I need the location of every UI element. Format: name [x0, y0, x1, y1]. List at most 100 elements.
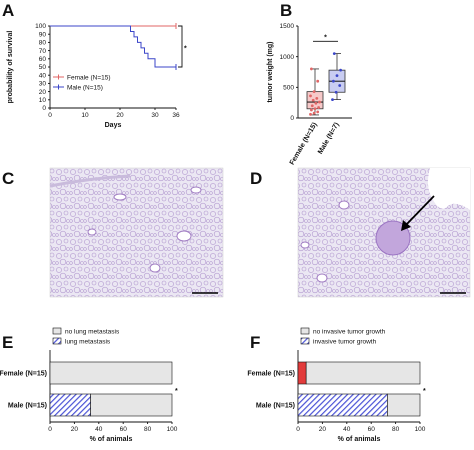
y-tick-label-a: 90: [39, 31, 47, 38]
category-label-b: Male (N=7): [317, 122, 341, 156]
data-point-b: [313, 107, 317, 111]
x-tick-label-e: 60: [120, 426, 128, 433]
y-tick-label-a: 70: [39, 48, 47, 55]
x-axis-label-f: % of animals: [338, 436, 381, 443]
data-point-b: [310, 108, 313, 112]
significance-star-f: *: [423, 388, 426, 395]
x-tick-label-e: 100: [167, 426, 178, 433]
data-point-b: [332, 79, 335, 83]
y-tick-label-a: 80: [39, 40, 47, 47]
y-tick-label-a: 10: [39, 97, 47, 104]
y-tick-label-a: 0: [42, 105, 46, 112]
panel-letter-e: E: [2, 333, 13, 352]
y-axis-label-b: tumor weight (mg): [267, 41, 274, 102]
metastasis-chart: 0 20 40 60 80 100 % of animals no lung metastas…: [0, 327, 178, 443]
survival-line-male: [50, 25, 176, 68]
y-axis-label-a: probability of survival: [7, 31, 14, 104]
data-point-b: [312, 111, 316, 115]
x-tick-label-f: 80: [392, 426, 400, 433]
bar-segment-e: [49, 361, 173, 385]
legend-label-e: no lung metastasis: [65, 329, 120, 336]
legend-label-f: no invasive tumor growth: [313, 329, 386, 336]
data-point-b: [338, 84, 342, 87]
x-tick-label-f: 20: [319, 426, 327, 433]
legend-swatch-f: [300, 327, 310, 335]
x-tick-label-a: 20: [116, 112, 124, 119]
panel-letter-a: A: [2, 1, 14, 20]
x-tick-label-f: 40: [343, 426, 351, 433]
x-tick-label-f: 0: [296, 426, 300, 433]
y-tick-label-a: 30: [39, 81, 47, 88]
data-point-b: [316, 110, 320, 114]
micrograph-c-vessel: [176, 230, 192, 242]
bar-segment-f: [387, 393, 421, 417]
data-point-b: [318, 100, 321, 104]
data-point-b: [316, 79, 320, 83]
legend-label-e: lung metastasis: [65, 339, 111, 346]
category-label-b: Female (N=15): [289, 122, 319, 167]
panel-letter-c: C: [2, 169, 14, 188]
arrow-d-shaft: [404, 195, 435, 227]
y-tick-label-a: 50: [39, 64, 47, 71]
micrograph-d-vessel: [316, 273, 328, 283]
micrograph-c: [49, 167, 224, 298]
significance-star-e: *: [175, 388, 178, 395]
y-tick-label-b: 1000: [280, 54, 295, 61]
legend-label-a: Male (N=15): [67, 84, 103, 91]
data-point-b: [339, 68, 342, 72]
x-tick-label-a: 0: [48, 112, 52, 119]
significance-star-a: *: [184, 46, 187, 53]
data-point-b: [309, 94, 312, 98]
x-tick-label-e: 20: [71, 426, 79, 433]
legend-label-f: invasive tumor growth: [313, 339, 377, 346]
x-axis-label-e: % of animals: [90, 436, 133, 443]
micrograph-d: [297, 167, 471, 298]
box-female: [306, 91, 324, 110]
invasive-growth-chart: 0 20 40 60 80 100 % of animals no invasive tumo…: [247, 327, 426, 443]
legend-label-a: Female (N=15): [67, 74, 111, 81]
data-point-b: [315, 96, 319, 100]
y-tick-label-b: 0: [290, 115, 294, 122]
data-point-b: [311, 98, 315, 102]
y-tick-label-a: 40: [39, 72, 47, 79]
x-tick-label-a: 36: [172, 112, 180, 119]
bar-segment-e: [90, 393, 173, 417]
legend-swatch-f: [300, 337, 310, 345]
data-point-b: [312, 90, 316, 94]
legend-swatch-e: [52, 327, 62, 335]
x-tick-label-f: 60: [368, 426, 376, 433]
row-label-f: Male (N=15): [256, 403, 295, 410]
data-point-b: [332, 52, 336, 55]
panel-letter-b: B: [280, 1, 292, 20]
data-point-b: [334, 90, 338, 94]
x-tick-label-a: 10: [81, 112, 89, 119]
data-point-b: [314, 101, 318, 105]
significance-bracket-a: [178, 25, 183, 68]
x-tick-label-e: 0: [48, 426, 52, 433]
x-tick-label-f: 100: [415, 426, 426, 433]
data-point-b: [331, 98, 334, 101]
micrograph-c-vessel: [87, 228, 97, 236]
micrograph-c-vessel: [149, 263, 161, 273]
x-axis-label-a: Days: [105, 122, 122, 129]
x-tick-label-e: 80: [144, 426, 152, 433]
bar-segment-f: [297, 361, 307, 385]
micrograph-c-vessel: [113, 193, 127, 201]
y-tick-label-b: 500: [283, 85, 294, 92]
bar-segment-e: [49, 393, 91, 417]
row-label-e: Male (N=15): [8, 403, 47, 410]
panel-letter-d: D: [250, 169, 262, 188]
row-label-f: Female (N=15): [247, 371, 295, 378]
y-tick-label-a: 100: [35, 23, 46, 30]
data-point-b: [310, 67, 313, 71]
arrow-d-head: [401, 220, 411, 231]
micrograph-d-vessel: [300, 241, 310, 249]
y-tick-label-a: 60: [39, 56, 47, 63]
x-tick-label-a: 30: [151, 112, 159, 119]
micrograph-d-vessel: [338, 200, 350, 210]
data-point-b: [335, 74, 339, 78]
row-label-e: Female (N=15): [0, 371, 47, 378]
y-tick-label-b: 1500: [280, 23, 295, 30]
